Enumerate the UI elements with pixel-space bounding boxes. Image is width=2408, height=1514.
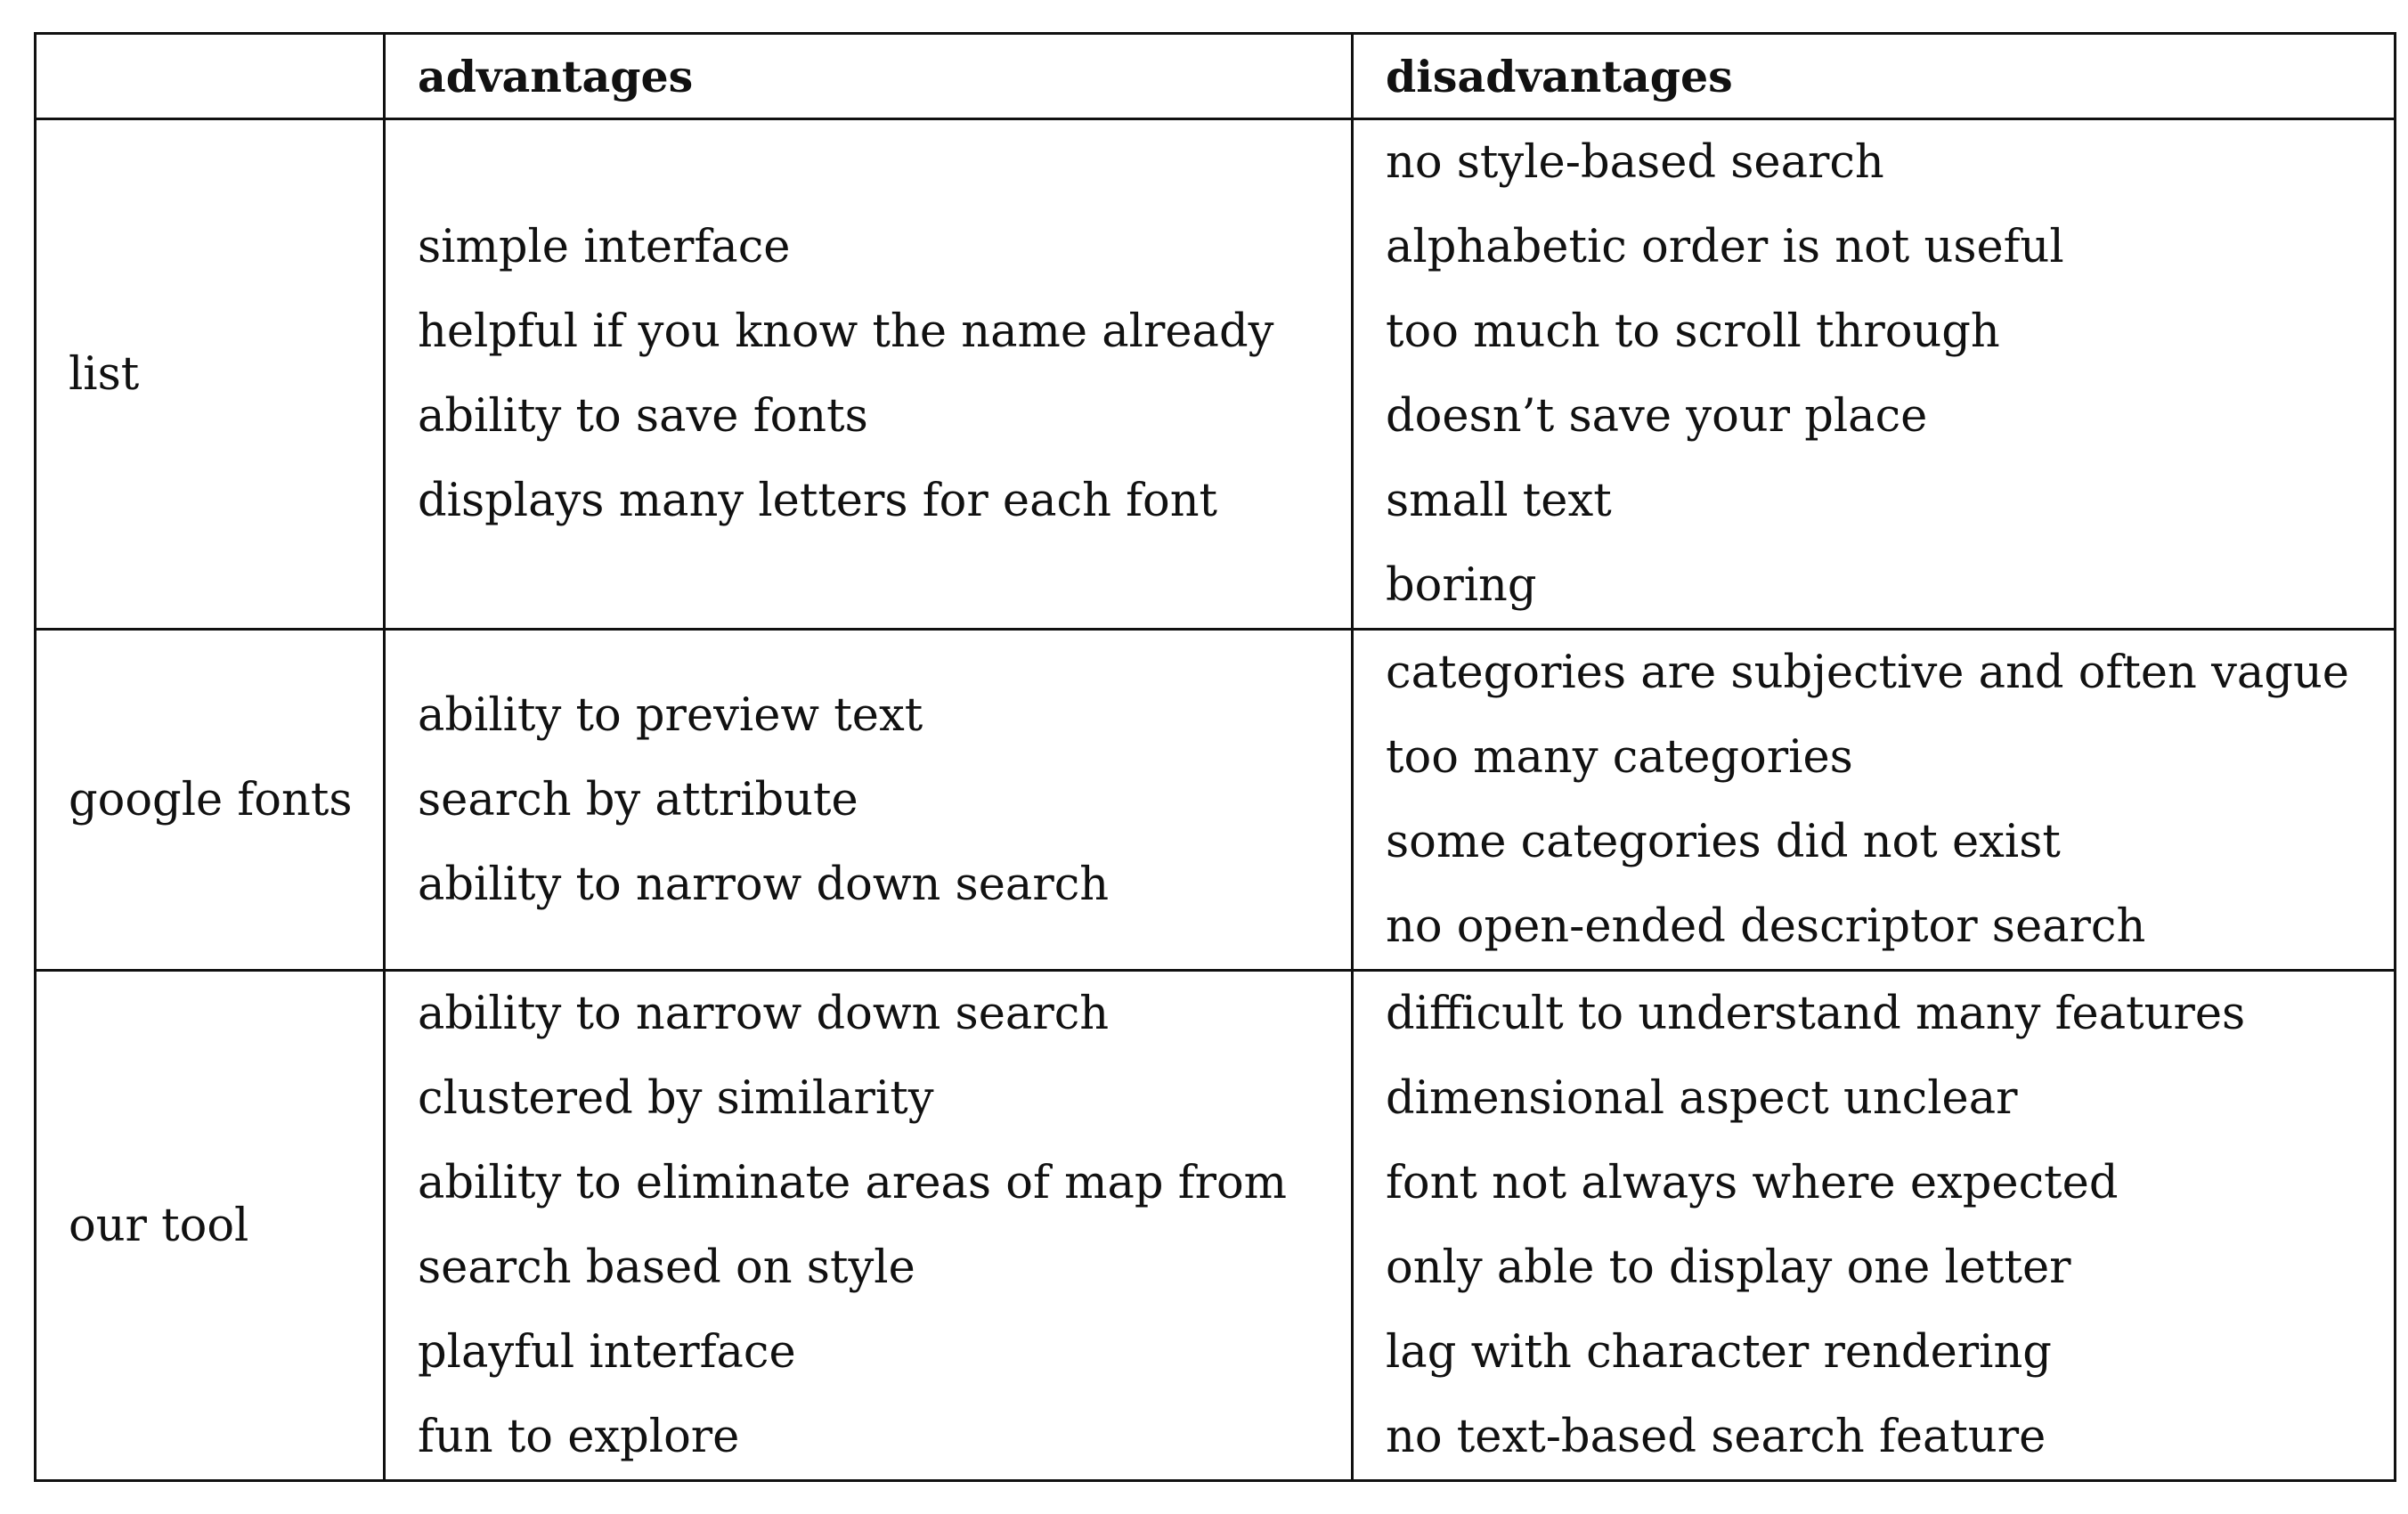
advantages-cell: ability to narrow down search clustered … (383, 969, 1354, 1482)
header-disadvantages: disadvantages (1351, 32, 2396, 120)
table-row: google fonts ability to preview text sea… (34, 628, 2396, 972)
list-item: difficult to understand many features (1386, 988, 2246, 1040)
list-item: search by attribute (418, 773, 858, 826)
list-item: alphabetic order is not useful (1386, 221, 2064, 273)
list-item: ability to narrow down search (418, 858, 1110, 911)
list-item: dimensional aspect unclear (1386, 1072, 2018, 1125)
disadvantages-cell: no style-based search alphabetic order i… (1351, 118, 2396, 631)
list-item: clustered by similarity (418, 1072, 934, 1125)
list-item: ability to save fonts (418, 390, 868, 443)
list-item: no style-based search (1386, 136, 1884, 189)
disadvantages-list: no style-based search alphabetic order i… (1386, 120, 2394, 628)
list-item: categories are subjective and often vagu… (1386, 647, 2349, 699)
advantages-list: simple interface helpful if you know the… (418, 205, 1351, 543)
comparison-table: advantages disadvantages list simple int… (34, 32, 2396, 1482)
row-label-our-tool: our tool (34, 969, 386, 1482)
header-advantages: advantages (383, 32, 1354, 120)
disadvantages-cell: difficult to understand many features di… (1351, 969, 2396, 1482)
row-label-google-fonts: google fonts (34, 628, 386, 972)
list-item: doesn’t save your place (1386, 390, 1928, 443)
list-item: too much to scroll through (1386, 305, 2000, 358)
list-item: ability to eliminate areas of map from (418, 1157, 1288, 1209)
table-row: our tool ability to narrow down search c… (34, 969, 2396, 1482)
advantages-cell: simple interface helpful if you know the… (383, 118, 1354, 631)
list-item: ability to narrow down search (418, 988, 1110, 1040)
list-item: ability to preview text (418, 688, 923, 742)
list-item: simple interface (418, 221, 791, 273)
list-item: fun to explore (418, 1411, 740, 1463)
table-row: list simple interface helpful if you kno… (34, 118, 2396, 631)
list-item: helpful if you know the name already (418, 305, 1274, 358)
list-item: only able to display one letter (1386, 1241, 2071, 1294)
list-item: too many categories (1386, 731, 1853, 784)
list-item: some categories did not exist (1386, 816, 2061, 868)
disadvantages-cell: categories are subjective and often vagu… (1351, 628, 2396, 972)
list-item: boring (1386, 559, 1537, 612)
list-item: no open-ended descriptor search (1386, 900, 2146, 953)
list-item: font not always where expected (1386, 1157, 2119, 1209)
list-item: small text (1386, 475, 1612, 527)
row-label-list: list (34, 118, 386, 631)
disadvantages-list: difficult to understand many features di… (1386, 972, 2394, 1479)
list-item: playful interface (418, 1326, 796, 1379)
list-item: no text-based search feature (1386, 1411, 2046, 1463)
advantages-cell: ability to preview text search by attrib… (383, 628, 1354, 972)
list-item: search based on style (418, 1241, 915, 1294)
header-blank-cell (34, 32, 386, 120)
list-item: lag with character rendering (1386, 1326, 2052, 1379)
advantages-list: ability to narrow down search clustered … (418, 972, 1351, 1479)
advantages-list: ability to preview text search by attrib… (418, 673, 1351, 927)
table-header-row: advantages disadvantages (34, 32, 2396, 120)
list-item: displays many letters for each font (418, 475, 1218, 527)
disadvantages-list: categories are subjective and often vagu… (1386, 631, 2394, 969)
